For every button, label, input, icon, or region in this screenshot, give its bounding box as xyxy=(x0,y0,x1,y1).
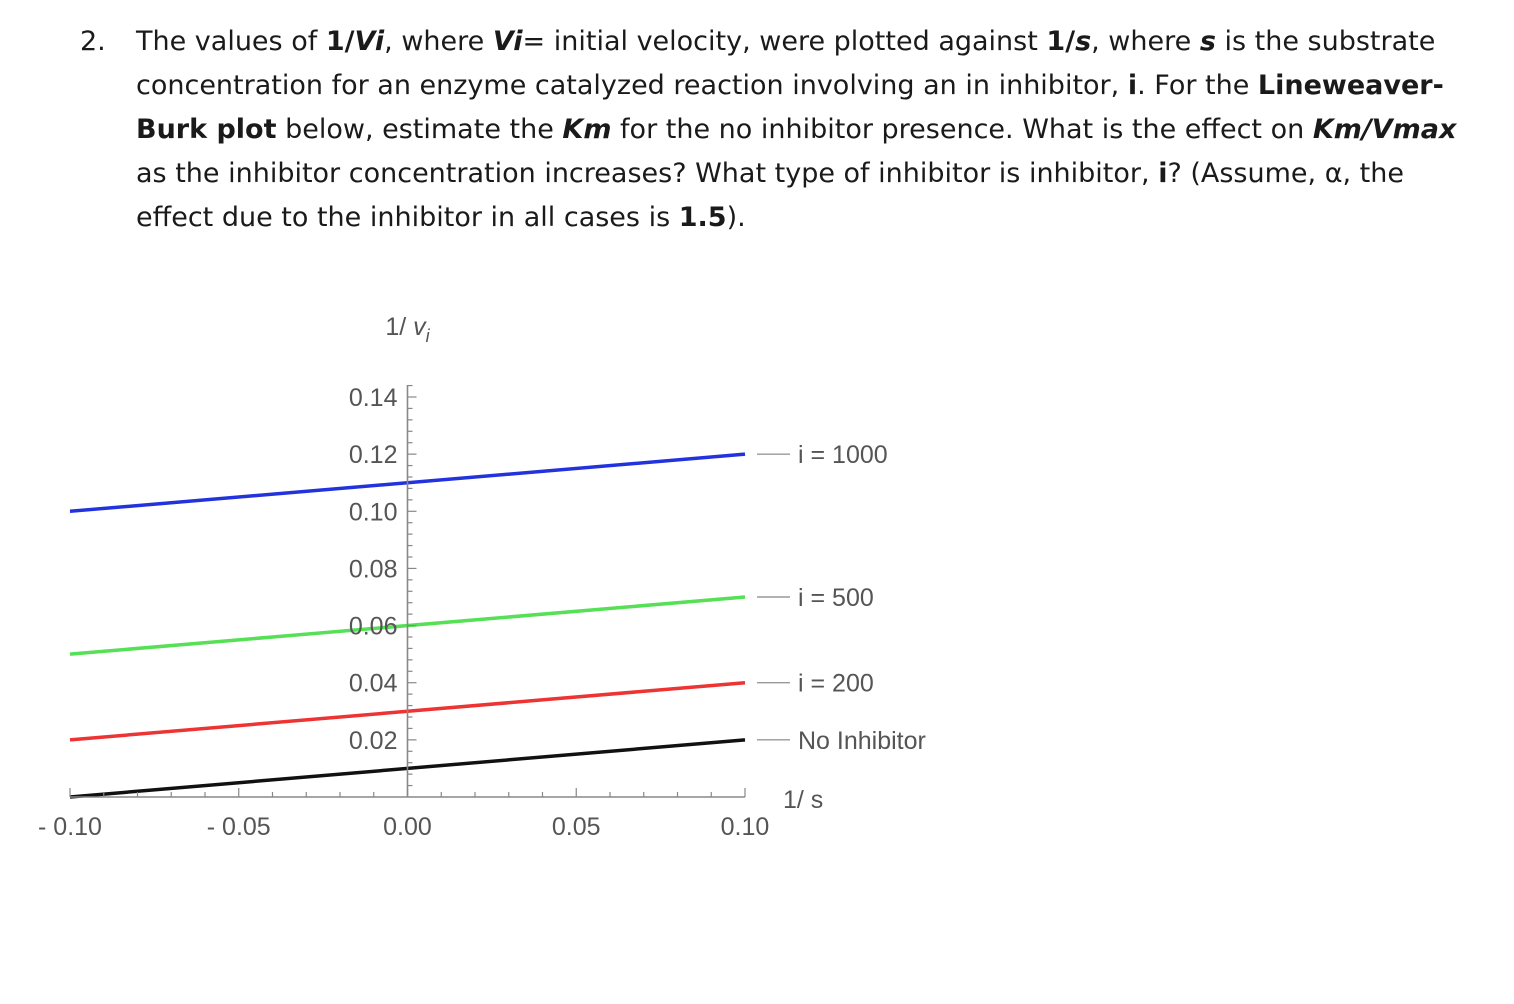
y-tick-label: 0.12 xyxy=(349,441,398,469)
x-tick-label: - 0.05 xyxy=(207,813,271,841)
labels-layer: - 0.10 - 0.05 0.00 0.05 0.10 0.02 0.04 0.06 0.08… xyxy=(38,313,823,841)
y-tick-label: 0.14 xyxy=(349,384,398,412)
legend-label-3: i = 200 xyxy=(798,670,874,698)
y-tick-label: 0.04 xyxy=(349,670,398,698)
axes-layer xyxy=(69,384,746,798)
y-tick-label: 0.06 xyxy=(349,613,398,641)
x-axis-label: 1/ s xyxy=(783,786,823,814)
y-tick-label: 0.08 xyxy=(349,555,398,583)
legend-layer: i = 1000 i = 500 i = 200 No Inhibitor xyxy=(757,441,926,755)
legend-label-1: i = 1000 xyxy=(798,441,888,469)
x-tick-label: 0.10 xyxy=(721,813,770,841)
y-axis-label: 1/ vi xyxy=(385,313,430,346)
question-text: The values of 1/Vi, where Vi= initial ve… xyxy=(136,26,1457,233)
legend-label-4: No Inhibitor xyxy=(798,727,926,755)
x-tick-label: 0.05 xyxy=(552,813,601,841)
x-tick-label: 0.00 xyxy=(383,813,432,841)
legend-label-2: i = 500 xyxy=(798,584,874,612)
y-tick-label: 0.02 xyxy=(349,727,398,755)
x-tick-label: - 0.10 xyxy=(38,813,102,841)
question-number: 2. xyxy=(80,26,106,57)
y-tick-label: 0.10 xyxy=(349,498,398,526)
